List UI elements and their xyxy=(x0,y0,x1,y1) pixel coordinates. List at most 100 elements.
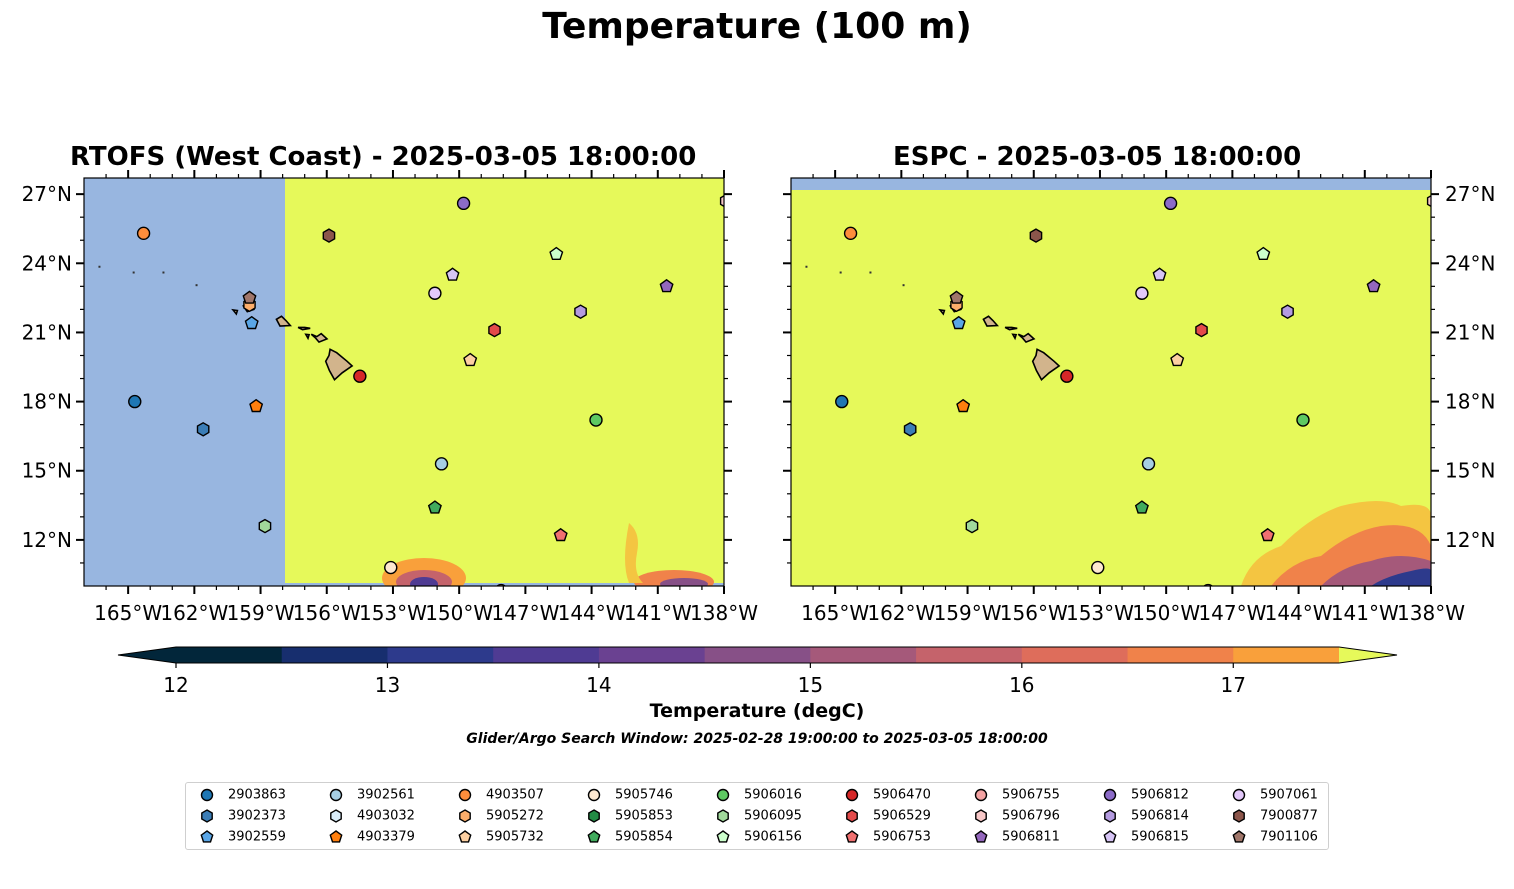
float-marker-5905732 xyxy=(1170,352,1185,367)
legend-label: 5906156 xyxy=(744,829,802,845)
colorbar-tick-label: 14 xyxy=(586,673,611,697)
legend-item-5907061: 5907061 xyxy=(1230,787,1318,803)
legend-label: 5906470 xyxy=(873,787,931,803)
colorbar-tick-label: 13 xyxy=(375,673,400,697)
legend-marker-5905272 xyxy=(459,809,471,823)
float-marker-5906016 xyxy=(1296,413,1310,427)
legend-marker-5905853 xyxy=(588,809,600,823)
float-marker-3902373 xyxy=(903,421,917,437)
float-marker-5906753 xyxy=(553,527,568,542)
legend-item-5906811: 5906811 xyxy=(972,829,1060,845)
float-marker-3902559 xyxy=(244,315,259,330)
legend-item-5906815: 5906815 xyxy=(1101,829,1189,845)
float-marker-5906529 xyxy=(488,322,501,338)
float-marker-5906811 xyxy=(1366,278,1381,293)
figure-title: Temperature (100 m) xyxy=(542,6,972,47)
legend-marker-5906016 xyxy=(716,788,730,802)
float-marker-5906814 xyxy=(1281,304,1294,320)
float-marker-5906156 xyxy=(549,246,564,260)
legend-label: 5906815 xyxy=(1131,829,1189,845)
colorbar: 12 13 14 15 16 17 xyxy=(117,646,1398,697)
legend-label: 5906095 xyxy=(744,808,802,824)
legend-marker-4903507 xyxy=(458,788,472,802)
float-marker-5905854 xyxy=(1134,500,1149,514)
colorbar-bin xyxy=(598,647,706,663)
float-marker-4903032 xyxy=(1105,628,1116,641)
legend-marker-5906815 xyxy=(1103,830,1117,843)
legend-marker-5906095 xyxy=(717,809,729,823)
lat-tick-label: 24°N xyxy=(22,251,72,275)
legend-item-5906755: 5906755 xyxy=(972,787,1060,803)
island-0 xyxy=(324,348,354,381)
legend-label: 7901106 xyxy=(1260,829,1318,845)
map-panel-espc: 165°W162°W159°W156°W153°W150°W147°W144°W… xyxy=(783,170,1495,641)
float-marker-4903379 xyxy=(956,398,971,413)
legend-label: 5905853 xyxy=(615,808,673,824)
legend-item-5906016: 5906016 xyxy=(714,787,802,803)
legend-item-5905854: 5905854 xyxy=(585,829,673,845)
lon-tick-label: 159°W xyxy=(227,601,295,625)
lat-tick-label: 18°N xyxy=(22,390,72,414)
colorbar-bin xyxy=(810,647,917,663)
colorbar-tick-label: 17 xyxy=(1221,673,1246,697)
float-marker-7901106 xyxy=(949,290,964,304)
colorbar-bin xyxy=(704,647,811,663)
lon-tick-label: 138°W xyxy=(1397,601,1465,625)
lat-tick-label: 21°N xyxy=(22,320,72,344)
float-marker-5906529 xyxy=(1195,322,1208,338)
float-marker-3902561 xyxy=(1141,457,1156,471)
island-6 xyxy=(1011,333,1018,341)
legend-marker-5905732 xyxy=(458,830,472,843)
float-marker-5906753 xyxy=(1260,527,1275,542)
lon-tick-label: 144°W xyxy=(1265,601,1333,625)
legend-item-3902373: 3902373 xyxy=(198,808,286,824)
float-marker-5907061 xyxy=(428,286,442,300)
lat-tick-label: 15°N xyxy=(1445,459,1495,483)
float-marker-3902559 xyxy=(951,315,966,330)
lon-tick-label: 150°W xyxy=(1132,601,1200,625)
legend-label: 3902561 xyxy=(357,787,415,803)
island-5 xyxy=(231,308,239,316)
colorbar-extend-max xyxy=(1339,647,1397,663)
lon-tick-label: 147°W xyxy=(1198,601,1266,625)
colorbar-bin xyxy=(916,647,1023,663)
float-marker-4903032 xyxy=(398,628,409,641)
legend-marker-3902559 xyxy=(200,830,214,843)
legend-marker-3902561 xyxy=(329,788,343,802)
colorbar-bin xyxy=(1127,647,1234,663)
legend-item-5905732: 5905732 xyxy=(456,829,544,845)
island-5 xyxy=(938,308,946,316)
legend-marker-3902373 xyxy=(201,809,213,823)
legend-marker-5905854 xyxy=(587,830,601,843)
legend-label: 7900877 xyxy=(1260,808,1318,824)
legend-item-4903379: 4903379 xyxy=(327,829,415,845)
lon-tick-label: 162°W xyxy=(160,601,228,625)
legend-item-2903863: 2903863 xyxy=(198,787,286,803)
legend-label: 5905854 xyxy=(615,829,673,845)
lon-tick-label: 156°W xyxy=(1000,601,1068,625)
legend-item-3902559: 3902559 xyxy=(198,829,286,845)
legend-label: 5906753 xyxy=(873,829,931,845)
float-marker-5905732 xyxy=(463,352,478,367)
legend-marker-4903379 xyxy=(329,830,343,843)
island-3 xyxy=(275,315,292,327)
lon-tick-label: 147°W xyxy=(491,601,559,625)
legend-marker-5906811 xyxy=(974,830,988,843)
legend-item-5906095: 5906095 xyxy=(714,808,802,824)
float-marker-5906796 xyxy=(1426,195,1431,208)
panel-title-rtofs: RTOFS (West Coast) - 2025-03-05 18:00:00 xyxy=(70,142,697,172)
legend-label: 5906811 xyxy=(1002,829,1060,845)
island-1 xyxy=(1017,332,1036,344)
colorbar-tick-label: 12 xyxy=(163,673,188,697)
colorbar-bin xyxy=(1021,647,1129,663)
legend-marker-5906529 xyxy=(846,809,858,823)
lon-tick-label: 153°W xyxy=(1066,601,1134,625)
legend-item-7901106: 7901106 xyxy=(1230,829,1318,845)
float-marker-5906095 xyxy=(258,518,272,534)
colorbar-bin xyxy=(176,647,283,663)
float-marker-4903507 xyxy=(843,226,858,241)
legend-marker-5907061 xyxy=(1232,788,1246,802)
float-marker-3902373 xyxy=(196,421,210,437)
legend-item-5905853: 5905853 xyxy=(585,808,673,824)
legend-label: 5906814 xyxy=(1131,808,1189,824)
